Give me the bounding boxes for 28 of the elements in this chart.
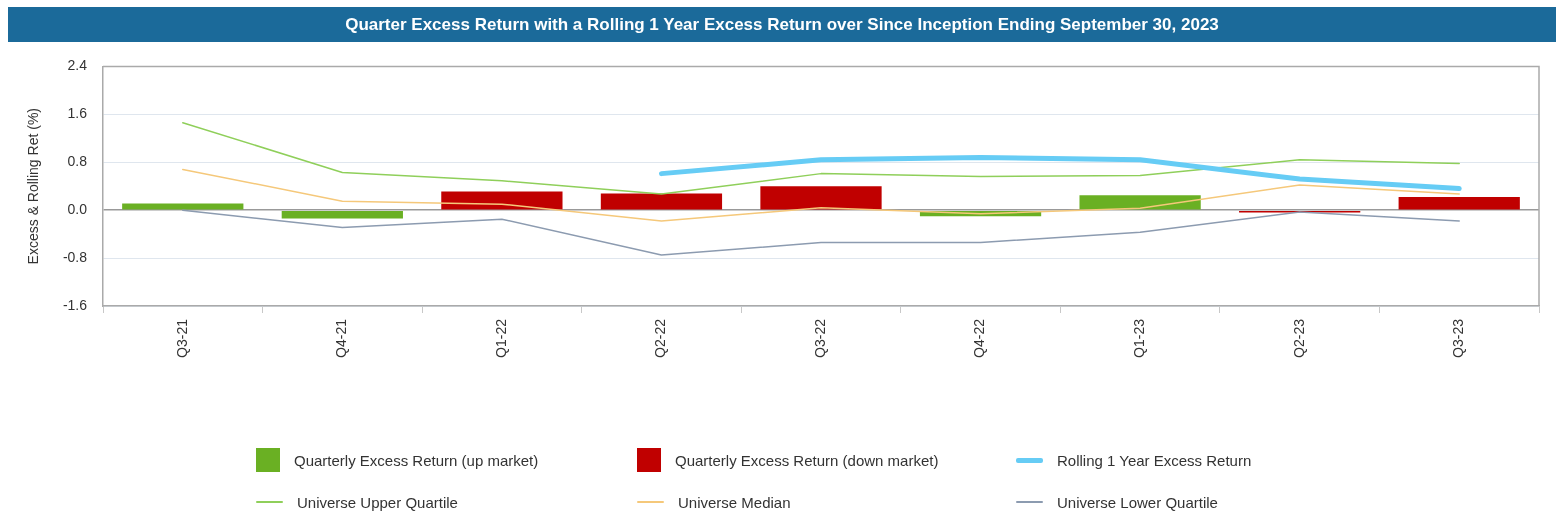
bar bbox=[760, 186, 882, 210]
bar bbox=[1398, 196, 1520, 210]
y-tick-label: 0.0 bbox=[67, 201, 88, 218]
legend-label: Quarterly Excess Return (down market) bbox=[675, 451, 939, 469]
chart-title: Quarter Excess Return with a Rolling 1 Year Excess Return over Since Inception Ending September 30, 2023 bbox=[8, 7, 1556, 42]
y-axis-title: Excess & Rolling Ret (%) bbox=[25, 108, 42, 265]
x-tick-label: Q4-22 bbox=[971, 318, 988, 358]
x-tick-label: Q3-23 bbox=[1450, 318, 1467, 358]
bar bbox=[600, 193, 723, 210]
y-tick-label: 0.8 bbox=[67, 153, 88, 170]
x-tick-label: Q3-21 bbox=[173, 318, 190, 358]
x-tick-label: Q1-23 bbox=[1130, 318, 1147, 358]
legend-label: Universe Median bbox=[678, 493, 791, 511]
x-tick-label: Q2-22 bbox=[652, 318, 669, 358]
legend-label: Quarterly Excess Return (up market) bbox=[294, 451, 539, 469]
x-tick-label: Q2-23 bbox=[1290, 318, 1307, 358]
y-tick-label: 2.4 bbox=[67, 57, 88, 74]
legend-label: Rolling 1 Year Excess Return bbox=[1057, 451, 1252, 469]
y-tick-label: -0.8 bbox=[62, 248, 88, 265]
y-tick-label: 1.6 bbox=[67, 105, 88, 122]
x-tick-label: Q4-21 bbox=[333, 318, 350, 358]
legend-label: Universe Upper Quartile bbox=[297, 493, 458, 511]
bar bbox=[281, 210, 403, 219]
x-tick-label: Q1-22 bbox=[492, 318, 509, 358]
y-tick-label: -1.6 bbox=[62, 296, 88, 313]
x-tick-label: Q3-22 bbox=[811, 318, 828, 358]
bar bbox=[1079, 195, 1201, 210]
legend-label: Universe Lower Quartile bbox=[1057, 493, 1218, 511]
